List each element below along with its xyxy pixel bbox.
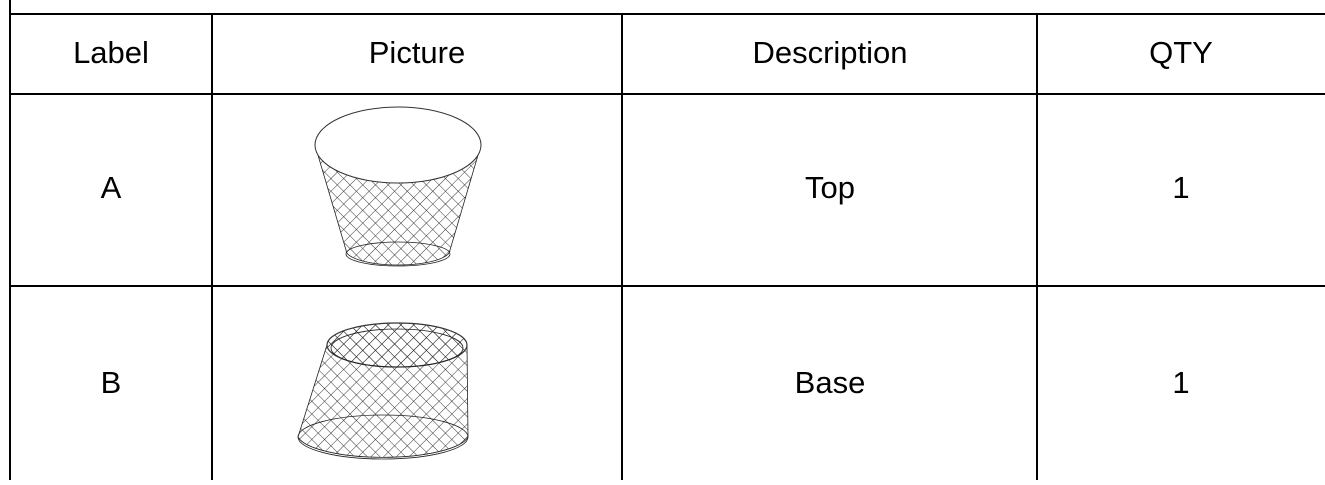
header-cell: QTY	[1149, 35, 1213, 70]
table-grid	[9, 0, 1325, 480]
label-cell: B	[101, 365, 122, 400]
qty-cell: 1	[1172, 365, 1189, 400]
picture-top	[314, 106, 482, 267]
picture-base	[297, 322, 469, 460]
label-cell: A	[101, 170, 122, 205]
header-cell: Label	[73, 35, 149, 70]
header-cell: Description	[752, 35, 907, 70]
description-cell: Top	[805, 170, 855, 205]
header-cell: Picture	[369, 35, 465, 70]
qty-cell: 1	[1172, 170, 1189, 205]
description-cell: Base	[795, 365, 866, 400]
